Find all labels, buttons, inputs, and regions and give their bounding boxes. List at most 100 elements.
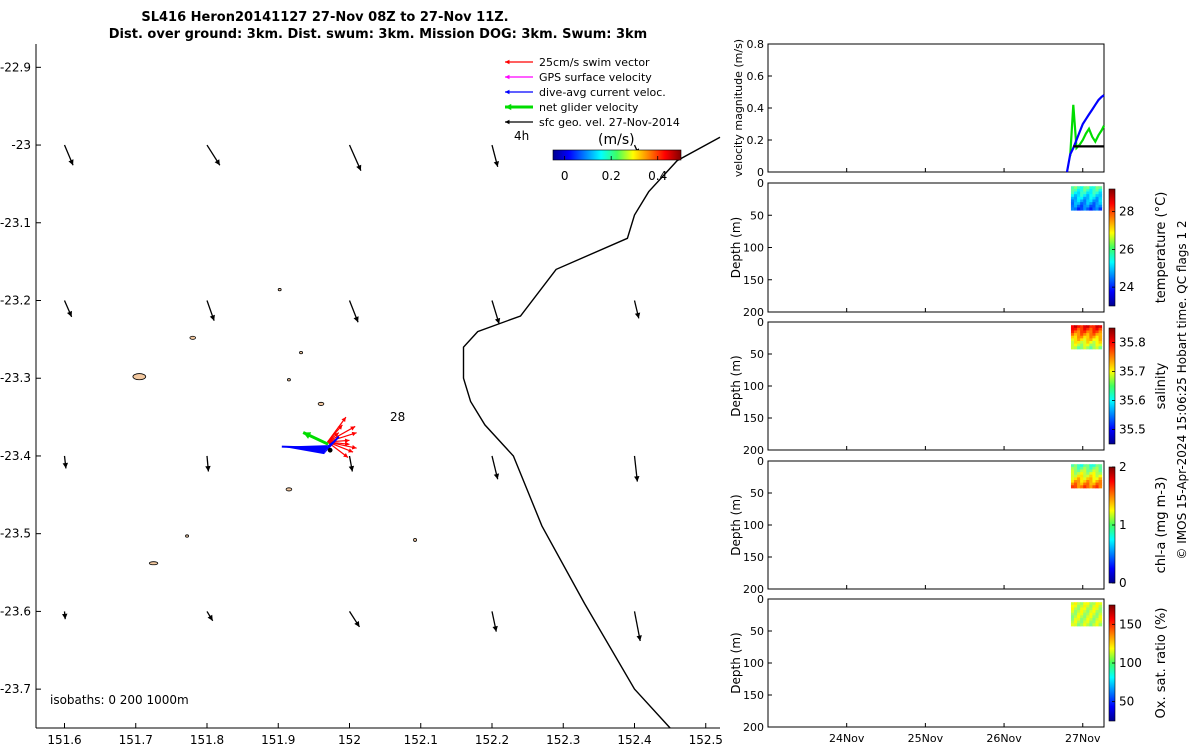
profile-cell — [1077, 477, 1081, 481]
profile-cell — [1074, 610, 1078, 614]
profile-axes-box — [767, 460, 1105, 590]
profile-cell — [1098, 346, 1103, 350]
profile-cell — [1095, 620, 1100, 624]
colorbar-tick-label: 0 — [1119, 576, 1127, 590]
velocity-series-line — [1065, 94, 1105, 173]
colorbar-tick-label: 1 — [1119, 518, 1127, 532]
profile-cell — [1086, 607, 1090, 611]
profile-cell — [1098, 485, 1103, 489]
colorbar-tick-label: 150 — [1119, 617, 1142, 631]
colorbar-tick-label: 0.4 — [648, 169, 667, 183]
profile-ytick-label: 200 — [743, 306, 764, 319]
sfc-velocity-arrow — [62, 455, 69, 469]
sfc-velocity-arrow — [348, 455, 355, 472]
profile-cell — [1083, 188, 1087, 193]
profile-cell — [1086, 186, 1090, 190]
profile-cell — [1089, 325, 1093, 329]
colorbar-label: temperature (°C) — [1154, 192, 1169, 304]
profile-cell — [1095, 485, 1100, 489]
profile-cell — [1074, 330, 1078, 334]
profile-cell — [1098, 204, 1103, 208]
profile-cell — [1077, 472, 1081, 476]
profile-cell — [1077, 343, 1081, 347]
map-ytick-label: -23.2 — [0, 294, 31, 308]
profile-cell — [1086, 202, 1090, 206]
velocity-ytick-label: 0.8 — [747, 38, 765, 51]
profile-cell — [1092, 191, 1097, 195]
profile-cell — [1074, 469, 1078, 473]
profile-cell — [1070, 343, 1075, 347]
profile-cell — [1074, 612, 1078, 616]
profile-cell — [1098, 333, 1103, 337]
profile-cell — [1070, 191, 1075, 195]
profile-cell — [1095, 330, 1100, 334]
profile-cell — [1086, 199, 1090, 203]
map-xtick-label: 152 — [338, 733, 361, 747]
profile-cell — [1086, 485, 1090, 489]
profile-cell — [1086, 615, 1090, 619]
profile-cell — [1083, 466, 1087, 470]
legend-item: dive-avg current veloc. — [505, 86, 666, 99]
profile-cell — [1092, 333, 1097, 337]
colorbar-label: salinity — [1154, 362, 1169, 409]
profile-cell — [1074, 604, 1078, 608]
isobaths-label: isobaths: 0 200 1000m — [50, 693, 189, 707]
profile-cell — [1089, 472, 1093, 476]
profile-cell — [1077, 196, 1081, 200]
profile-cell — [1070, 479, 1075, 484]
profile-cell — [1098, 330, 1103, 334]
profile-cell — [1086, 612, 1090, 616]
profile-ytick-label: 50 — [750, 348, 764, 361]
profile-cell — [1080, 474, 1084, 478]
profile-cell — [1077, 607, 1081, 611]
profile-cell — [1080, 610, 1084, 614]
profile-cell — [1098, 186, 1103, 190]
profile-cell — [1095, 343, 1100, 347]
profile-cell — [1080, 479, 1084, 484]
profile-cell — [1083, 604, 1087, 608]
profile-cell — [1080, 620, 1084, 624]
profile-cell — [1074, 617, 1078, 622]
profile-cell — [1092, 196, 1097, 200]
profile-cell — [1089, 469, 1093, 473]
profile-cell — [1086, 604, 1090, 608]
profile-cell — [1074, 602, 1078, 606]
profile-cell — [1092, 343, 1097, 347]
profile-cell — [1074, 335, 1078, 339]
map-xtick-label: 151.7 — [119, 733, 153, 747]
profile-cell — [1089, 482, 1093, 486]
profile-ytick-label: 0 — [757, 316, 764, 329]
profile-cell — [1095, 335, 1100, 339]
profile-cell — [1086, 188, 1090, 193]
profile-cell — [1070, 464, 1075, 468]
sfc-velocity-arrow — [348, 611, 361, 628]
profile-cell — [1089, 343, 1093, 347]
profile-cell — [1080, 196, 1084, 200]
profile-cell — [1086, 194, 1090, 198]
profile-cell — [1095, 610, 1100, 614]
profile-cell — [1092, 194, 1097, 198]
profile-ytick-label: 150 — [743, 689, 764, 702]
profile-cell — [1086, 472, 1090, 476]
profile-cell — [1077, 615, 1081, 619]
profile-axes-box — [767, 598, 1105, 728]
colorbar-tick-label: 24 — [1119, 280, 1134, 294]
sfc-velocity-arrow — [491, 611, 498, 632]
profile-cell — [1092, 474, 1097, 478]
reef-island — [317, 401, 325, 406]
profile-cell — [1098, 199, 1103, 203]
profile-cell — [1080, 327, 1084, 331]
profile-cell — [1095, 186, 1100, 190]
profile-cell — [1070, 472, 1075, 476]
islands-group — [132, 288, 417, 566]
map-xtick-label: 152.5 — [689, 733, 723, 747]
profile-cell — [1092, 602, 1097, 606]
profile-cell — [1083, 343, 1087, 347]
profile-cell — [1074, 623, 1078, 627]
profile-cell — [1074, 464, 1078, 468]
profile-cell — [1080, 482, 1084, 486]
profile-cell — [1095, 188, 1100, 193]
profile-cell — [1080, 188, 1084, 193]
profile-cell — [1092, 464, 1097, 468]
